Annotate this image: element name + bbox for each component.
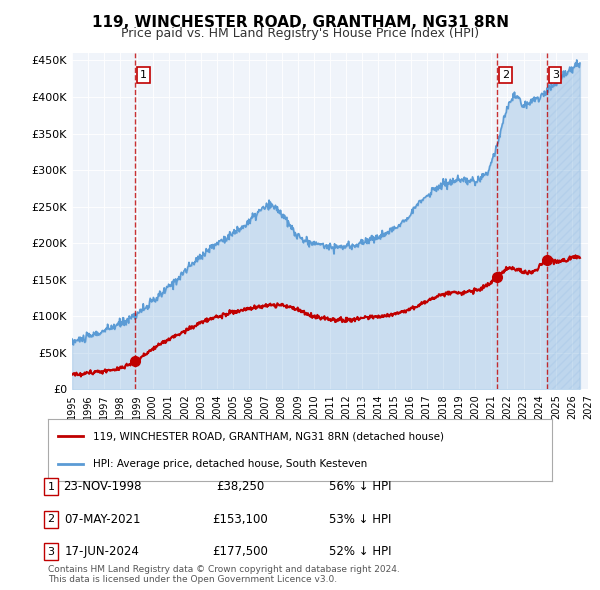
Text: 52% ↓ HPI: 52% ↓ HPI xyxy=(329,545,391,558)
Text: 119, WINCHESTER ROAD, GRANTHAM, NG31 8RN (detached house): 119, WINCHESTER ROAD, GRANTHAM, NG31 8RN… xyxy=(94,431,445,441)
Text: 53% ↓ HPI: 53% ↓ HPI xyxy=(329,513,391,526)
Text: Contains HM Land Registry data © Crown copyright and database right 2024.
This d: Contains HM Land Registry data © Crown c… xyxy=(48,565,400,584)
Text: 07-MAY-2021: 07-MAY-2021 xyxy=(64,513,140,526)
Text: 23-NOV-1998: 23-NOV-1998 xyxy=(63,480,141,493)
Text: £38,250: £38,250 xyxy=(216,480,264,493)
Text: 2: 2 xyxy=(502,70,509,80)
Text: 3: 3 xyxy=(47,547,55,556)
Text: 56% ↓ HPI: 56% ↓ HPI xyxy=(329,480,391,493)
Text: 2: 2 xyxy=(47,514,55,524)
Text: £177,500: £177,500 xyxy=(212,545,268,558)
Text: 3: 3 xyxy=(552,70,559,80)
Text: Price paid vs. HM Land Registry's House Price Index (HPI): Price paid vs. HM Land Registry's House … xyxy=(121,27,479,40)
Text: £153,100: £153,100 xyxy=(212,513,268,526)
Text: 1: 1 xyxy=(47,482,55,491)
Text: 1: 1 xyxy=(140,70,147,80)
Text: 17-JUN-2024: 17-JUN-2024 xyxy=(65,545,139,558)
Text: 119, WINCHESTER ROAD, GRANTHAM, NG31 8RN: 119, WINCHESTER ROAD, GRANTHAM, NG31 8RN xyxy=(91,15,509,30)
Text: HPI: Average price, detached house, South Kesteven: HPI: Average price, detached house, Sout… xyxy=(94,458,368,468)
